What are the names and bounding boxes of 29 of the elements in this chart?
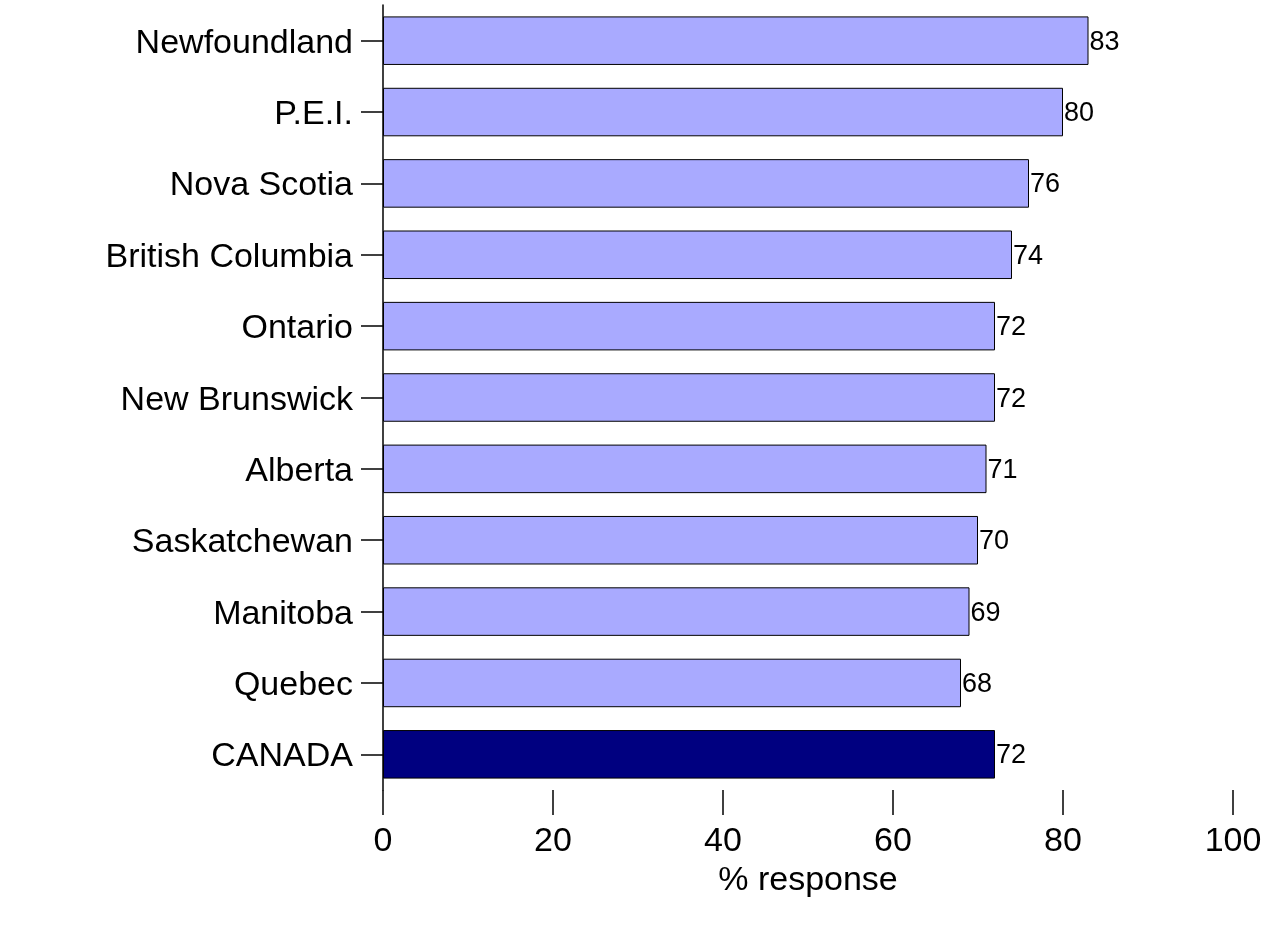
data-label: 71: [987, 453, 1018, 484]
data-label: 74: [1013, 239, 1044, 270]
y-tick-label: Manitoba: [213, 592, 354, 631]
y-tick-label: Nova Scotia: [169, 164, 354, 203]
data-label: 80: [1064, 97, 1095, 128]
data-label: 68: [962, 667, 993, 698]
x-tick-label: 60: [874, 820, 912, 858]
y-tick-label: P.E.I.: [274, 93, 353, 132]
y-tick-label: CANADA: [211, 735, 354, 774]
x-tick-label: 40: [704, 820, 742, 858]
data-label: 72: [996, 739, 1027, 770]
y-tick-label: British Columbia: [105, 235, 354, 274]
y-tick-label: Newfoundland: [135, 21, 353, 60]
y-tick-label: Ontario: [241, 307, 353, 346]
x-axis-title: % response: [718, 858, 898, 897]
x-tick-label: 100: [1204, 820, 1262, 858]
y-tick-label: Quebec: [233, 663, 353, 702]
y-tick-label: Alberta: [245, 449, 354, 488]
x-tick-label: 0: [373, 820, 393, 858]
data-label: 70: [979, 525, 1010, 556]
data-label: 76: [1030, 168, 1061, 199]
y-tick-label: Saskatchewan: [131, 521, 353, 560]
data-label: 72: [996, 311, 1027, 342]
data-label: 69: [970, 596, 1001, 627]
x-tick-label: 20: [534, 820, 572, 858]
y-tick-label: New Brunswick: [120, 378, 354, 417]
x-tick-label: 80: [1044, 820, 1082, 858]
data-label: 83: [1089, 25, 1120, 56]
data-label: 72: [996, 382, 1027, 413]
